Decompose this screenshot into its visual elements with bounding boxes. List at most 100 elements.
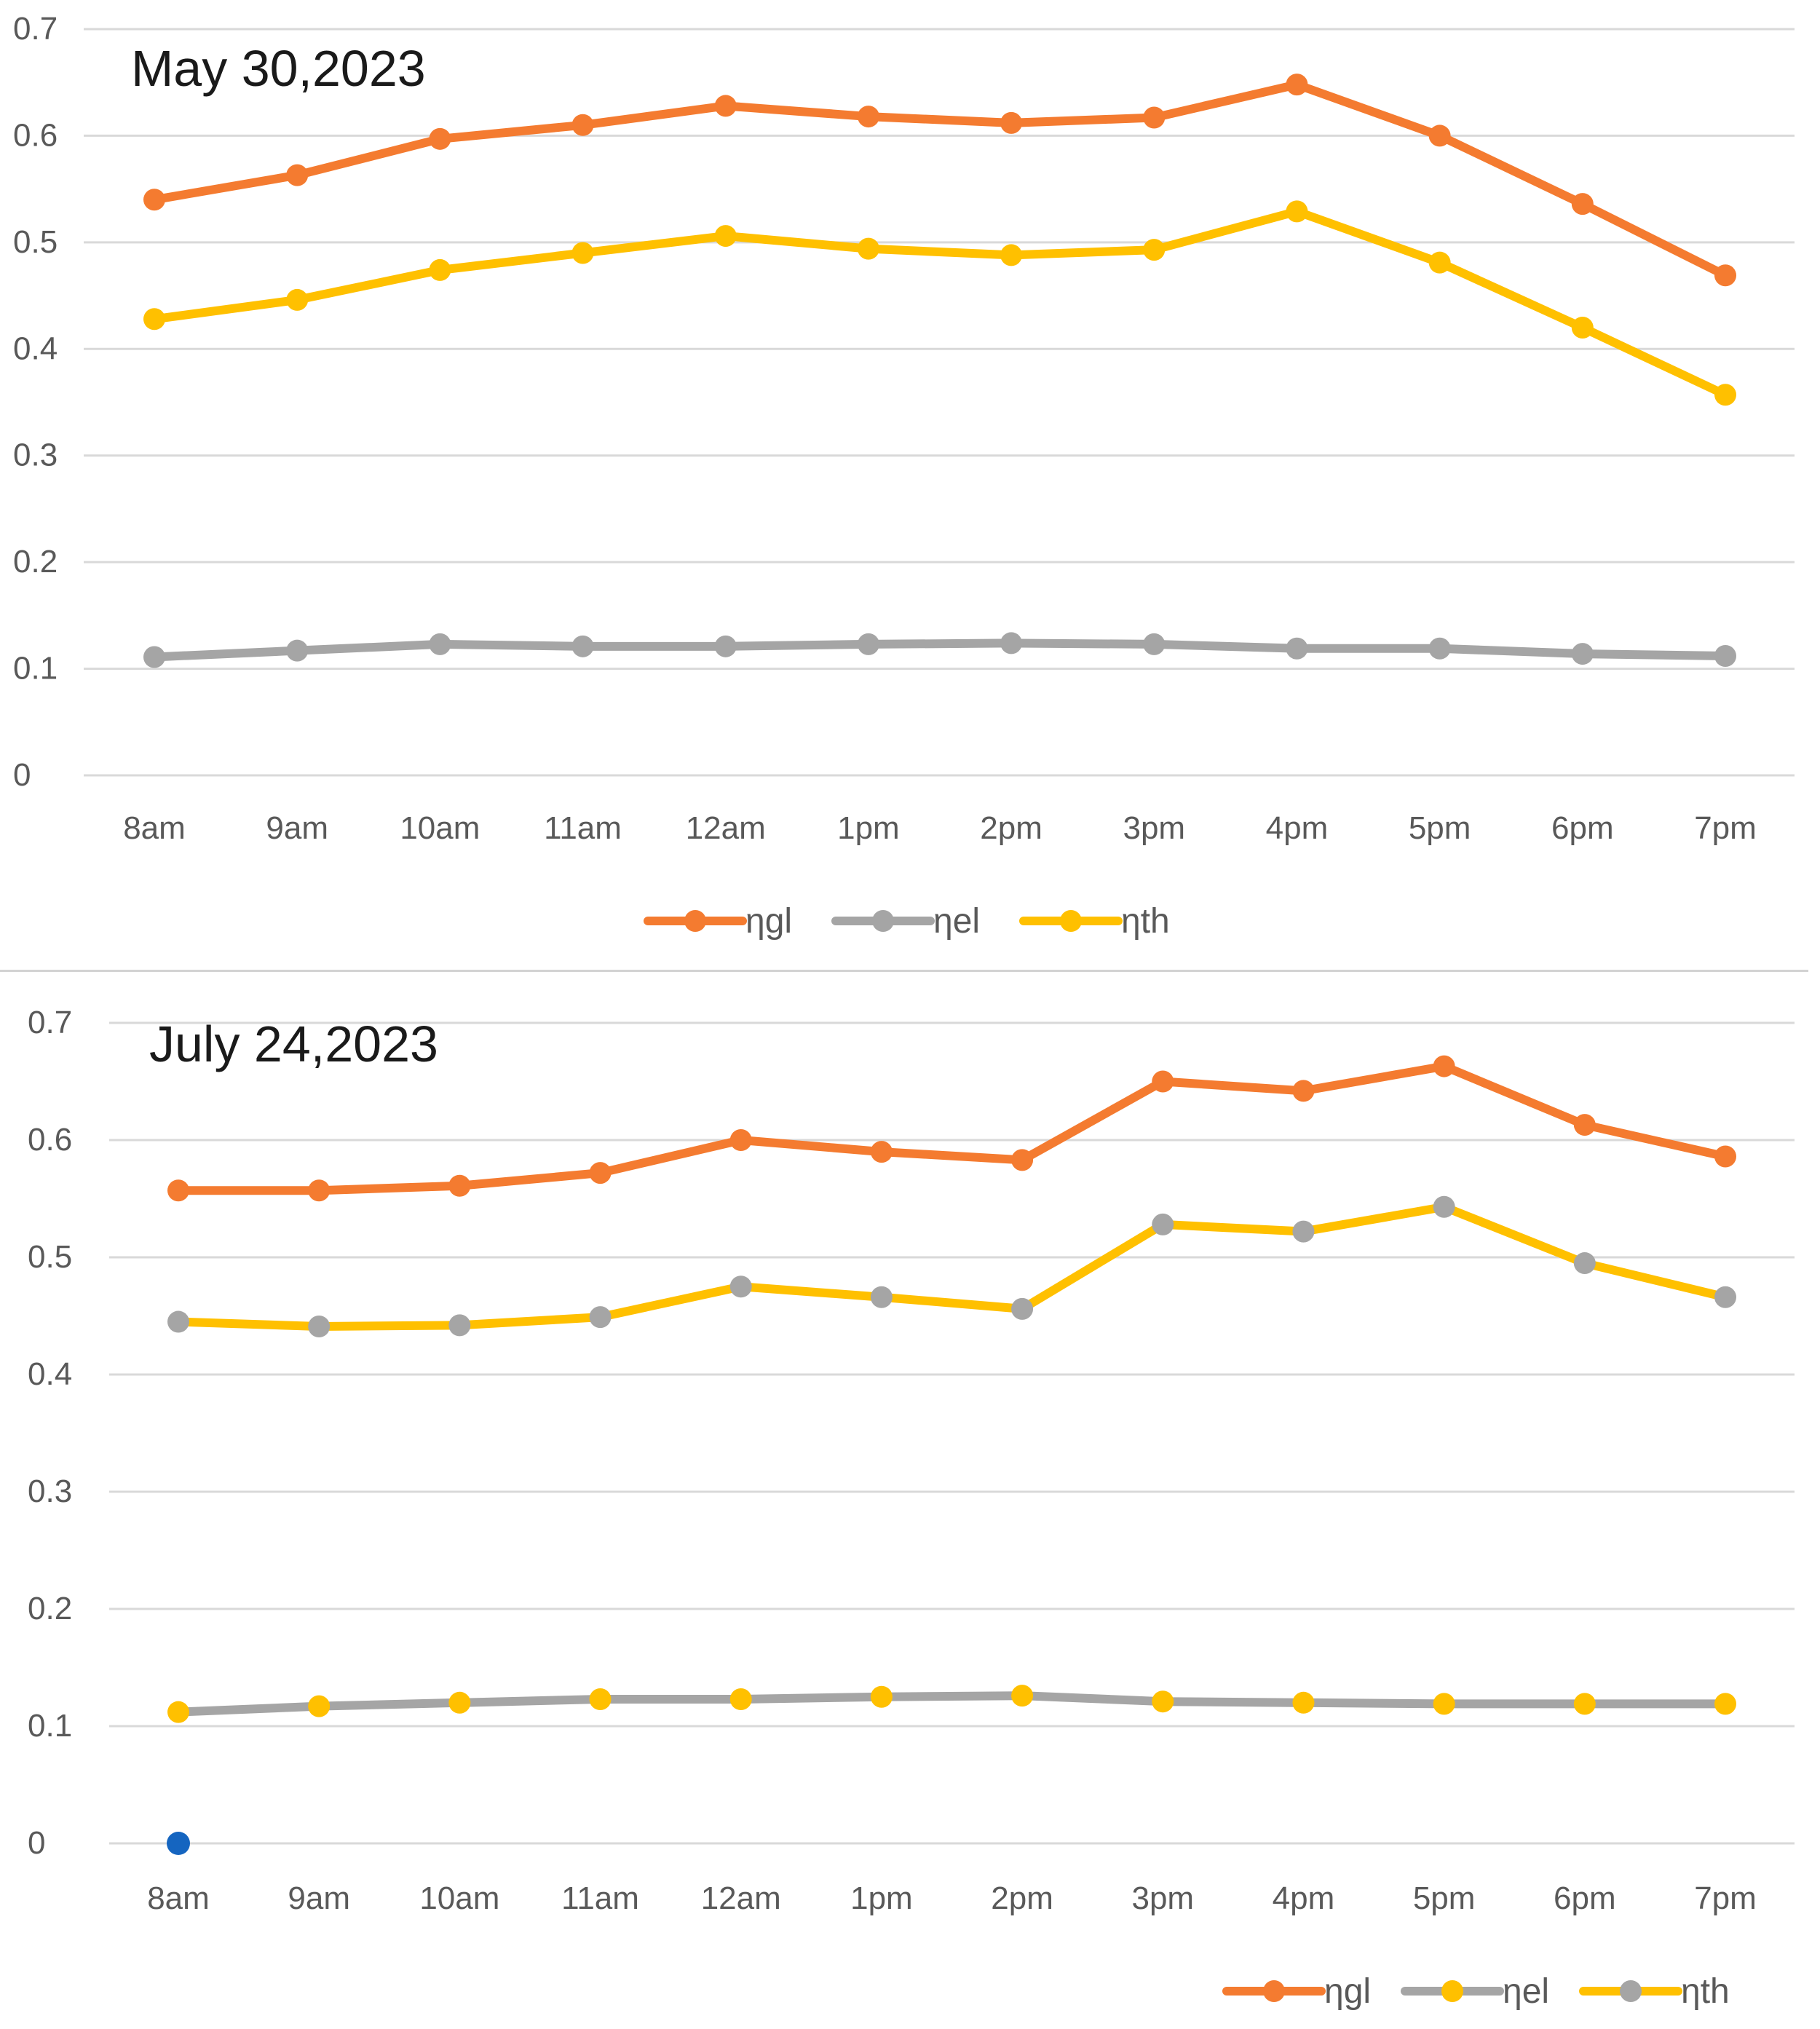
data-point	[1573, 1114, 1596, 1136]
data-point	[1286, 637, 1308, 660]
legend: ηgl ηel ηth	[644, 902, 1170, 941]
legend-label: ηgl	[745, 902, 792, 941]
x-tick-label: 6pm	[1551, 810, 1614, 846]
y-tick-label: 0.1	[13, 651, 58, 687]
y-tick-label: 0.3	[13, 438, 58, 473]
data-point	[1143, 633, 1166, 655]
series-line	[150, 207, 1730, 400]
data-point	[1714, 645, 1736, 667]
legend-label: ηgl	[1324, 1972, 1371, 2011]
x-tick-label: 12am	[701, 1880, 781, 1916]
legend-marker	[872, 910, 894, 932]
y-tick-label: 0.6	[13, 117, 58, 153]
series-line	[174, 1691, 1730, 1717]
y-tick-label: 0.5	[13, 224, 58, 260]
data-point	[571, 114, 594, 136]
chart-divider	[0, 970, 1808, 972]
data-point	[1433, 1693, 1455, 1715]
legend: ηgl ηel ηth	[1222, 1972, 1730, 2011]
y-tick-label: 0.6	[28, 1122, 72, 1158]
x-tick-label: 4pm	[1273, 1880, 1335, 1916]
data-point	[571, 635, 594, 657]
data-point	[1428, 124, 1451, 147]
data-point	[589, 1306, 612, 1329]
data-point	[1714, 384, 1736, 406]
chart-canvas-may: 0 0.1 0.2 0.3 0.4 0.5 0.6 0.7 8am 9am 10am 11am 12am…	[13, 11, 1795, 941]
data-point	[571, 242, 594, 264]
data-point	[167, 1179, 189, 1202]
x-tick-label: 12am	[686, 810, 766, 846]
series-line	[150, 638, 1730, 662]
x-tick-label: 5pm	[1409, 810, 1471, 846]
chart-canvas-july: 0 0.1 0.2 0.3 0.4 0.5 0.6 0.7 8am 9am 10am 11am 12am…	[28, 1005, 1795, 2011]
data-point	[1292, 1080, 1315, 1102]
data-point	[1571, 317, 1594, 339]
data-point	[1714, 1145, 1736, 1168]
data-point	[1152, 1213, 1174, 1235]
x-tick-label: 3pm	[1123, 810, 1185, 846]
x-tick-label: 11am	[544, 810, 622, 846]
data-point	[1000, 244, 1023, 266]
x-tick-label: 8am	[123, 810, 186, 846]
data-point	[714, 635, 737, 657]
data-point	[714, 225, 737, 248]
data-point	[870, 1286, 893, 1308]
data-point	[286, 639, 309, 662]
data-point	[286, 288, 309, 311]
data-point	[729, 1688, 752, 1710]
y-tick-label: 0.4	[28, 1356, 72, 1392]
data-point	[870, 1141, 893, 1163]
x-tick-label: 1pm	[850, 1880, 913, 1916]
data-point	[1286, 200, 1308, 223]
x-tick-label: 6pm	[1554, 1880, 1616, 1916]
data-point	[143, 189, 165, 211]
data-point	[286, 164, 309, 186]
data-point	[870, 1685, 893, 1708]
data-point	[308, 1695, 331, 1717]
y-tick-label: 0.5	[28, 1239, 72, 1275]
data-point	[1571, 193, 1594, 215]
y-tick-label: 0.2	[28, 1591, 72, 1626]
x-tick-label: 8am	[147, 1880, 210, 1916]
data-point	[729, 1129, 752, 1151]
data-point	[1433, 1195, 1455, 1218]
x-tick-label: 10am	[419, 1880, 499, 1916]
data-point	[429, 127, 451, 150]
data-point	[857, 633, 879, 655]
x-tick-label: 11am	[561, 1880, 639, 1916]
data-point	[1571, 643, 1594, 665]
data-point	[1714, 1693, 1736, 1715]
y-tick-label: 0.7	[13, 11, 58, 47]
x-tick-label: 7pm	[1694, 810, 1757, 846]
chart-title: July 24,2023	[149, 1016, 438, 1072]
chart-july-24-2023: 0 0.1 0.2 0.3 0.4 0.5 0.6 0.7 8am 9am 10am 11am 12am…	[0, 973, 1820, 2029]
data-point	[714, 95, 737, 117]
data-point	[1714, 1286, 1736, 1308]
legend-marker	[1060, 910, 1082, 932]
x-tick-label: 3pm	[1131, 1880, 1194, 1916]
y-tick-label: 0	[28, 1825, 45, 1861]
data-point	[143, 646, 165, 668]
series-line	[174, 1202, 1730, 1331]
data-point	[1143, 106, 1166, 129]
x-tick-label: 9am	[288, 1880, 350, 1916]
y-tick-label: 0.4	[13, 331, 58, 366]
x-tick-label: 9am	[266, 810, 328, 846]
legend-label: ηel	[933, 902, 980, 941]
series-line	[150, 80, 1730, 280]
legend-marker	[1441, 1980, 1463, 2002]
data-point	[1000, 111, 1023, 134]
data-point	[429, 633, 451, 655]
data-point	[1011, 1149, 1034, 1171]
legend-marker	[1620, 1980, 1642, 2002]
data-point	[857, 106, 879, 128]
data-point	[1292, 1220, 1315, 1243]
data-point	[448, 1314, 471, 1337]
data-point	[857, 237, 879, 260]
data-point	[448, 1174, 471, 1197]
legend-label: ηth	[1121, 902, 1170, 941]
y-tick-label: 0.2	[13, 544, 58, 580]
x-tick-label: 2pm	[991, 1880, 1053, 1916]
x-tick-label: 5pm	[1413, 1880, 1476, 1916]
data-point	[1428, 637, 1451, 660]
